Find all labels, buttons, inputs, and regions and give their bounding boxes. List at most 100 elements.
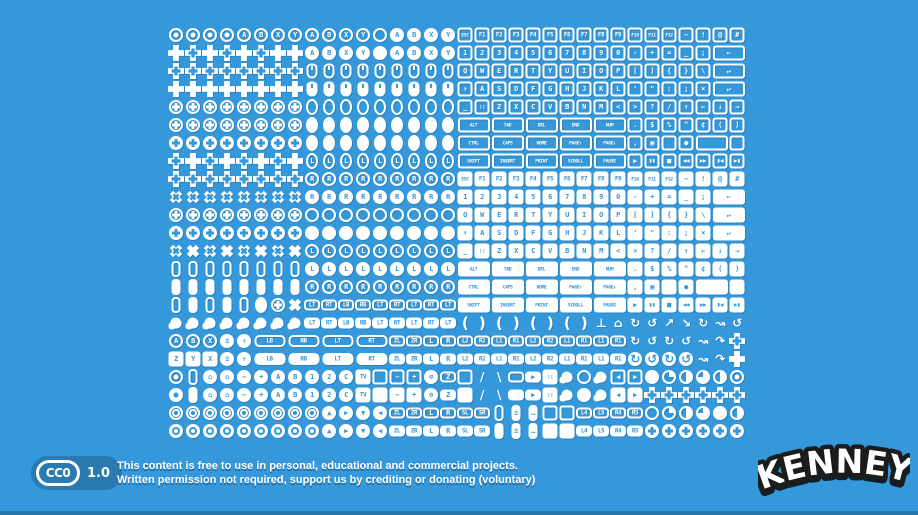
sprite-dpad-cross-solid (202, 81, 218, 97)
sprite-touch-hand (593, 387, 609, 403)
sprite-gesture-glyph-u21ba: ↺ (647, 316, 657, 330)
sprite-key-p: P (610, 63, 626, 79)
sprite-mouse (423, 63, 439, 79)
sprite-key-solid-f1: F1 (474, 171, 490, 187)
sprite-button-circle-b: B (185, 333, 201, 349)
sprite-key-solid-f7: F7 (576, 171, 592, 187)
sprite-key-a: A (474, 81, 490, 97)
kenney-logo-text: KENNEY (747, 437, 918, 502)
sprite-row: L L L L L L L L L SHIFT INSERT PRINT SCROLL PAUSE ▶ ▮▮ ■… (168, 153, 746, 169)
sprite-dpad-diamond-solid (253, 243, 269, 259)
sprite-key-u5d: ] (644, 63, 660, 79)
sprite-key-5: 5 (525, 45, 541, 61)
sprite-key-v: V (542, 99, 558, 115)
kenney-logo-svg: KENNEY (747, 437, 918, 502)
sprite-bumper-tag-solid-u25b6: ▶ (525, 387, 541, 403)
sprite-button-circle-r: R (321, 171, 337, 187)
sprite-key-solid-u2b: + (406, 387, 422, 403)
sprite-dpad-cross (253, 63, 269, 79)
sprite-stick-ring (202, 405, 218, 421)
sprite-key-solid-t: T (525, 207, 541, 223)
sprite-button-circle (389, 207, 405, 223)
sprite-key-wide-solid-caps: CAPS (491, 279, 524, 295)
sprite-key-wide-solid-print: PRINT (525, 297, 558, 313)
sprite-key-m: M (593, 99, 609, 115)
sprite-gesture-glyph-u2f: / (480, 370, 484, 384)
sprite-analog-stick (423, 99, 439, 115)
sprite-key-solid-u3au3a: :: (474, 243, 490, 259)
sprite-button-pill (202, 297, 218, 313)
sprite-key-solid-u2193: ↓ (712, 243, 728, 259)
sprite-row: ⌂ ⌂ − + A B 1 2 C TV − + ⊙ Z / \ ▶:: ◀ ▶ (168, 369, 746, 385)
sprite-dpad-cross (253, 45, 269, 61)
sprite-key-y: Y (542, 63, 558, 79)
sprite-button-pill-solid (185, 297, 201, 313)
sprite-key-8: 8 (576, 45, 592, 61)
sprite-bumper-tag-lt: LT (406, 297, 422, 313)
sprite-dpad-cross (202, 153, 218, 169)
sprite-key-u: U (559, 63, 575, 79)
sprite-key-wide-solid-home: HOME (525, 279, 558, 295)
sprite-stick-press (185, 27, 201, 43)
sprite-dpad-round (185, 99, 201, 115)
sprite-key-wide-shift: SHIFT (457, 153, 490, 169)
sprite-dpad-cross (270, 171, 286, 187)
sprite-gesture-glyph-u28: ( (529, 314, 537, 332)
sprite-key-solid-u2f: / (661, 243, 677, 259)
sprite-key-solid-u2212: − (389, 387, 405, 403)
sprite-dpad-cross (202, 63, 218, 79)
sprite-dpad-round (219, 207, 235, 223)
sprite-key-solid-u28: ( (712, 261, 728, 277)
sprite-row: R R R R R R R R R CTRL CAPS HOME PAGE↑ PAGE↓, ▣ ● (168, 279, 746, 295)
sprite-key-u3f: ? (644, 99, 660, 115)
cc0-badge: CC0 1.0 (31, 456, 123, 490)
sprite-bumper-tag-r1: R1 (508, 333, 524, 349)
sprite-key-wide-u2190: ← (712, 45, 745, 61)
sprite-key-solid-f4: F4 (525, 171, 541, 187)
sprite-dpad-cross (236, 171, 252, 187)
sprite-key-1: 1 (457, 45, 473, 61)
sprite-button-circle-solid-u25b6: ▶ (338, 423, 354, 439)
sprite-analog-stick (389, 99, 405, 115)
sprite-key-wide-solid-tab: TAB (491, 261, 524, 277)
sprite-dpad-round (202, 207, 218, 223)
sprite-analog-stick-solid (389, 117, 405, 133)
sprite-key-solid-i: I (576, 207, 592, 223)
sprite-key-solid-u25c0: ◀ (610, 387, 626, 403)
sprite-glyph-circle-u21ba: ↺ (644, 351, 660, 367)
sprite-key-blank-solid (457, 387, 473, 403)
sprite-key-solid-u5b: [ (627, 207, 643, 223)
sprite-key-solid-f5: F5 (542, 171, 558, 187)
sprite-button-circle-solid (576, 387, 592, 403)
sprite-dpad-cross-solid (219, 81, 235, 97)
sprite-key-solid-tv: TV (355, 369, 371, 385)
sprite-dial (678, 369, 694, 385)
sprite-dpad-round (219, 99, 235, 115)
sprite-analog-stick-solid (321, 117, 337, 133)
sprite-touch-hand (287, 315, 303, 331)
sprite-shoulder-button-solid-rt: RT (355, 351, 388, 367)
sprite-key-solid-o: O (593, 207, 609, 223)
sprite-button-circle-solid-c: C (338, 369, 354, 385)
sprite-analog-stick-l: L (338, 153, 354, 169)
sprite-key-w: W (474, 63, 490, 79)
sprite-button-circle-solid-u25b6: ▶ (338, 405, 354, 421)
sprite-analog-stick-l: L (372, 153, 388, 169)
sprite-gesture-glyph-u21bb: ↻ (698, 316, 708, 330)
sprite-gesture-glyph-u28: ( (495, 314, 503, 332)
sprite-gesture-glyph-u21ba: ↺ (732, 316, 742, 330)
sprite-key-f7: F7 (576, 27, 592, 43)
sprite-key-solid-u2191: ↑ (678, 243, 694, 259)
sprite-mouse-solid (355, 81, 371, 97)
sprite-dpad-round (202, 99, 218, 115)
sprite-row: Z Y X ≡ ↑ LB RB LT RT ZL ZR L R L2 R2 L1 R1 L2 R2 L1 R1 L1 R1 ↻… (168, 351, 746, 367)
sprite-key-solid-u23: # (729, 171, 745, 187)
sprite-button-pill (236, 261, 252, 277)
sprite-analog-stick (321, 99, 337, 115)
sprite-dpad-round (270, 207, 286, 223)
sprite-button-circle-solid-l: L (304, 261, 320, 277)
sprite-key-wide-blank-solid (695, 279, 728, 295)
sprite-key-wide-u21b5: ↵ (712, 81, 745, 97)
sprite-key-u3d: = (661, 45, 677, 61)
sprite-bumper-tag-l1: L1 (491, 333, 507, 349)
